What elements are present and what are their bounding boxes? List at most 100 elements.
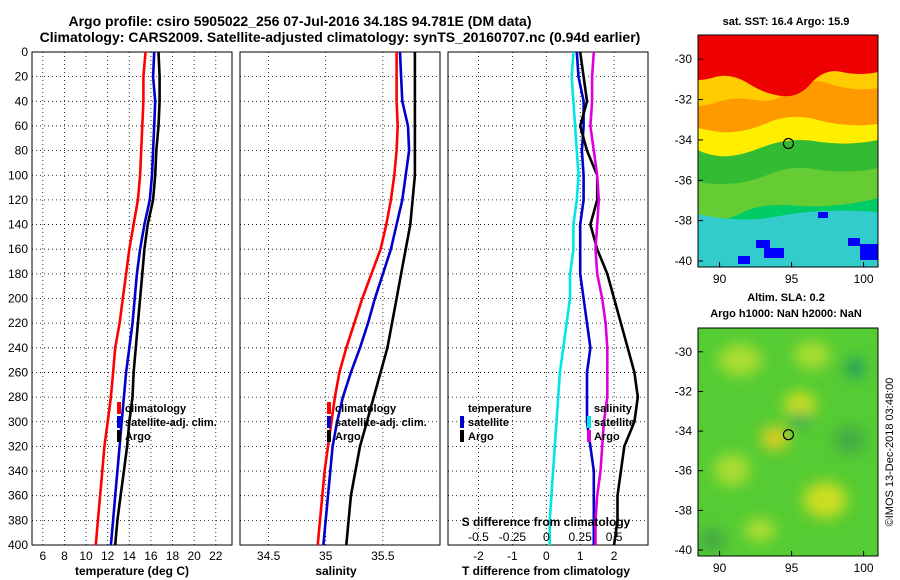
legend-s-satellite: satellite <box>594 417 635 429</box>
depth-tick-label: 120 <box>8 193 28 207</box>
legend-swatch-t-argo <box>460 430 464 442</box>
sst-blue-patch <box>848 238 860 246</box>
difference-x-tick-label: 2 <box>611 549 618 563</box>
sst-map-panel: sat. SST: 16.4 Argo: 15.9 90 95 100 -30 -32 -… <box>675 16 879 286</box>
legend-t-argo: Argo <box>468 431 494 443</box>
sla-map-title-line-2: Argo h1000: NaN h2000: NaN <box>710 308 862 320</box>
salinity-line-satellite-adj-clim- <box>322 51 411 546</box>
title-line-2: Climatology: CARS2009. Satellite-adjuste… <box>40 29 641 45</box>
legend-swatch-climatology <box>327 402 331 414</box>
map-y-tick-label: -34 <box>675 424 693 438</box>
map-y-tick-label: -32 <box>675 93 693 107</box>
sla-blob <box>790 412 810 428</box>
salinity-x-tick-label: 35.5 <box>371 549 395 563</box>
temperature-legend-satellite: satellite-adj. clim. <box>125 417 217 429</box>
map-y-tick-label: -30 <box>675 52 693 66</box>
sla-map-title-line-1: Altim. SLA: 0.2 <box>747 292 825 304</box>
sst-map-title: sat. SST: 16.4 Argo: 15.9 <box>723 16 850 28</box>
temperature-x-tick-label: 16 <box>144 549 158 563</box>
sla-blob <box>714 454 750 486</box>
difference-top-tick-label: -0.5 <box>468 530 489 544</box>
depth-tick-label: 160 <box>8 242 28 256</box>
difference-legend-salinity: salinity satellite Argo <box>587 403 635 443</box>
legend-swatch-satellite <box>117 416 121 428</box>
salinity-x-tick-label: 34.5 <box>257 549 281 563</box>
difference-line-s-argo <box>589 51 609 545</box>
legend-swatch-satellite <box>327 416 331 428</box>
legend-t-satellite: satellite <box>468 417 509 429</box>
map-x-tick-label: 90 <box>713 561 727 575</box>
sla-blob <box>761 426 789 450</box>
sla-blob <box>698 528 726 552</box>
argo-location-marker <box>782 137 795 150</box>
map-x-tick-label: 100 <box>854 561 874 575</box>
difference-top-tick-label: 0 <box>543 530 550 544</box>
difference-legend-temperature: temperature satellite Argo <box>460 403 532 443</box>
legend-swatch-climatology <box>117 402 121 414</box>
map-x-tick-label: 95 <box>785 561 799 575</box>
map-y-tick-label: -40 <box>675 543 693 557</box>
depth-tick-label: 0 <box>21 45 28 59</box>
legend-swatch-argo <box>327 430 331 442</box>
depth-tick-label: 340 <box>8 464 28 478</box>
temperature-x-tick-label: 10 <box>79 549 93 563</box>
depth-tick-label: 100 <box>8 168 28 182</box>
difference-x-tick-label: 1 <box>577 549 584 563</box>
legend-swatch-argo <box>117 430 121 442</box>
depth-tick-label: 240 <box>8 341 28 355</box>
sla-map-field <box>698 328 878 556</box>
title-line-1: Argo profile: csiro 5905022_256 07-Jul-2… <box>68 13 531 29</box>
sst-blue-patch <box>860 244 878 260</box>
depth-tick-label: 360 <box>8 489 28 503</box>
depth-tick-label: 280 <box>8 390 28 404</box>
temperature-x-tick-label: 22 <box>209 549 223 563</box>
temperature-x-axis-label: temperature (deg C) <box>75 564 189 578</box>
sst-blue-patch <box>764 248 784 258</box>
temperature-legend-argo: Argo <box>125 431 151 443</box>
temperature-legend: climatology satellite-adj. clim. Argo <box>117 402 217 443</box>
sst-blue-patch <box>756 240 770 248</box>
sst-map-field <box>698 35 878 267</box>
sla-blob <box>794 341 830 369</box>
argo-location-marker <box>782 429 795 441</box>
temperature-x-tick-label: 12 <box>101 549 115 563</box>
sla-map-panel: Altim. SLA: 0.2 Argo h1000: NaN h2000: N… <box>675 292 879 575</box>
temperature-line-satellite-adj-clim- <box>109 51 157 546</box>
depth-tick-label: 60 <box>15 119 29 133</box>
sst-blue-patch <box>818 212 828 218</box>
salinity-legend: climatology satellite-adj. clim. Argo <box>327 402 427 443</box>
difference-top-tick-label: 0.25 <box>569 530 593 544</box>
salinity-line-climatology <box>316 52 399 546</box>
difference-line-t-argo <box>578 51 640 546</box>
depth-tick-label: 220 <box>8 316 28 330</box>
depth-tick-label: 400 <box>8 538 28 552</box>
sst-blue-patch <box>738 256 750 264</box>
map-y-tick-label: -38 <box>675 503 693 517</box>
sla-blob <box>834 426 866 454</box>
salinity-legend-climatology: climatology <box>335 403 397 415</box>
map-y-tick-label: -40 <box>675 254 693 268</box>
sla-blob <box>744 518 776 542</box>
difference-x-tick-label: -1 <box>507 549 518 563</box>
sla-blob <box>718 344 762 376</box>
depth-tick-label: 40 <box>15 94 29 108</box>
difference-line-s-satellite <box>548 51 580 545</box>
legend-swatch-t-satellite <box>460 416 464 428</box>
temperature-legend-climatology: climatology <box>125 403 187 415</box>
difference-top-axis-label: S difference from climatology <box>462 515 631 529</box>
depth-tick-label: 140 <box>8 218 28 232</box>
salinity-panel: 34.5 35 35.5 salinity climatology satellit… <box>239 51 441 578</box>
sla-map-frame <box>697 327 879 557</box>
map-y-tick-label: -32 <box>675 384 693 398</box>
depth-tick-label: 260 <box>8 365 28 379</box>
temperature-panel: 0 20 40 60 80 100 120 140 160 180 200 220 240 260 280 3… <box>8 45 233 578</box>
map-x-tick-label: 90 <box>713 272 727 286</box>
salinity-line-argo <box>345 52 417 546</box>
map-y-tick-label: -38 <box>675 214 693 228</box>
legend-swatch-s-argo <box>587 430 591 442</box>
difference-top-tick-label: 0.5 <box>606 530 623 544</box>
legend-s-argo: Argo <box>594 431 620 443</box>
map-y-tick-label: -30 <box>675 345 693 359</box>
temperature-x-tick-label: 8 <box>61 549 68 563</box>
